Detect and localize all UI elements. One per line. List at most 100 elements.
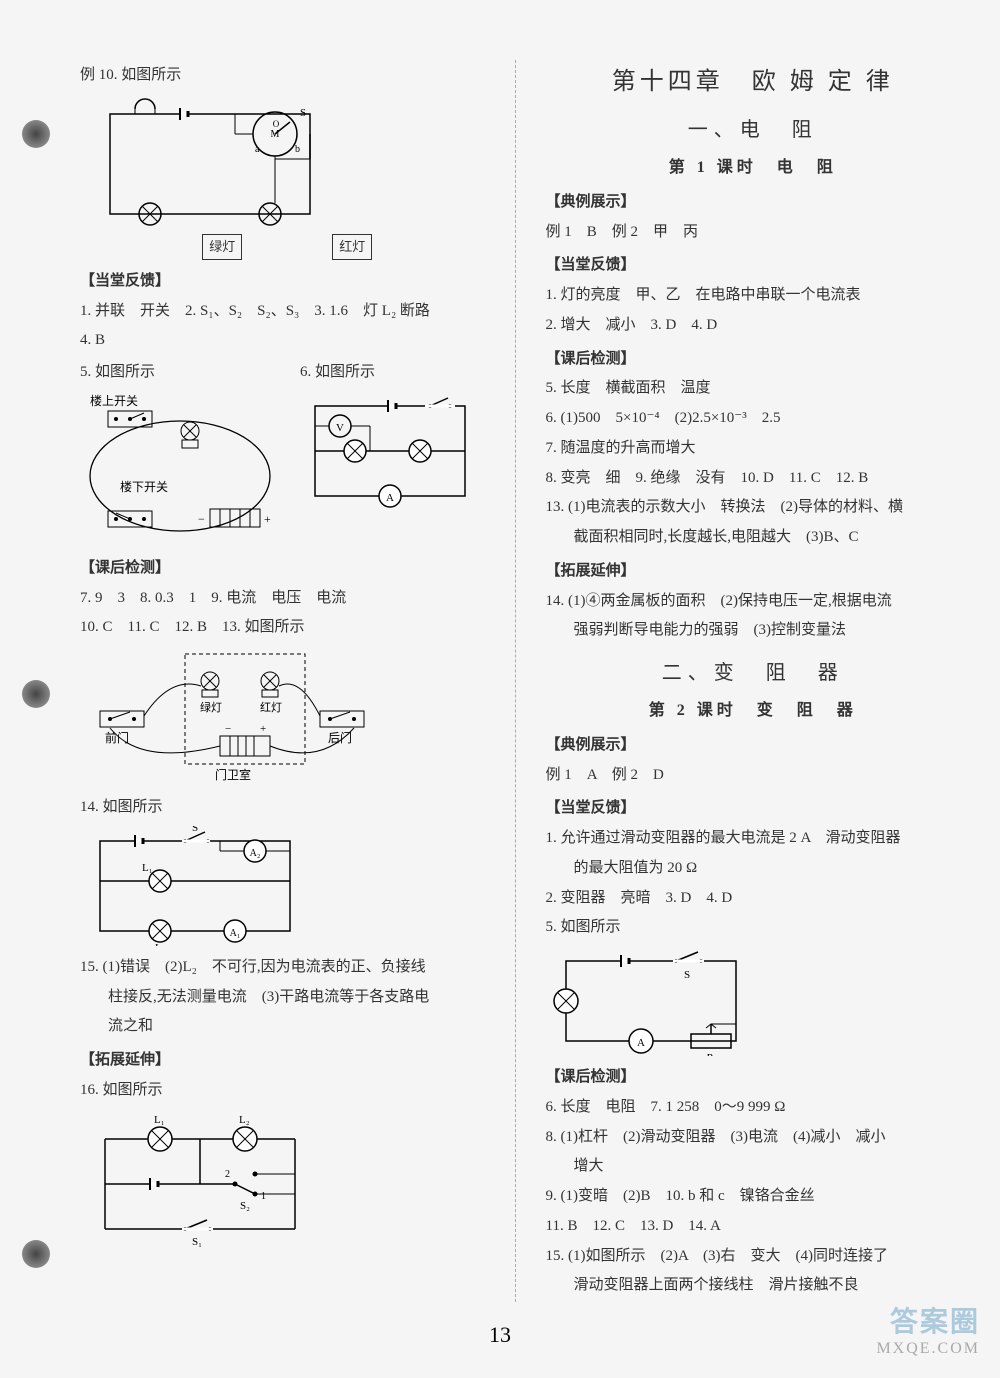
answer-line: 4. B	[80, 327, 495, 355]
heading-example: 【典例展示】	[546, 189, 961, 217]
binder-hole	[22, 1240, 50, 1268]
figure-6: L₁ L₂ 2 S₂ 1	[80, 1109, 495, 1249]
answer-line: 10. C 11. C 12. B 13. 如图所示	[80, 614, 495, 642]
answer-line: 8. (1)杠杆 (2)滑动变阻器 (3)电流 (4)减小 减小	[546, 1124, 961, 1152]
heading-extension: 【拓展延伸】	[546, 558, 961, 586]
answer-line: 14. (1)④两金属板的面积 (2)保持电压一定,根据电流	[546, 588, 961, 616]
heading-classroom: 【当堂反馈】	[80, 268, 495, 296]
label-red: 红灯	[332, 234, 372, 260]
figure-4: 绿灯 红灯 −+ 前门 后门 门	[80, 646, 495, 786]
svg-text:O: O	[273, 119, 280, 129]
svg-text:A: A	[637, 1037, 645, 1049]
svg-text:S: S	[192, 826, 198, 834]
answer-line: 例 1 B 例 2 甲 丙	[546, 219, 961, 247]
right-column: 第十四章 欧 姆 定 律 一、电 阻 第 1 课时 电 阻 【典例展示】 例 1…	[536, 60, 961, 1302]
answer-line: 截面积相同时,长度越长,电阻越大 (3)B、C	[546, 524, 961, 552]
svg-text:L₂: L₂	[155, 942, 166, 946]
figure-7: S A R	[546, 946, 961, 1056]
svg-text:b: b	[295, 144, 300, 155]
page-number: 13	[489, 1322, 511, 1348]
watermark-url: MXQE.COM	[876, 1340, 980, 1358]
svg-text:−: −	[198, 512, 205, 526]
binder-hole	[22, 680, 50, 708]
svg-text:S: S	[300, 107, 306, 119]
svg-text:L₁: L₁	[142, 862, 153, 874]
binder-hole	[22, 120, 50, 148]
svg-text:红灯: 红灯	[260, 701, 282, 714]
lesson-2-title: 第 2 课时 变 阻 器	[546, 696, 961, 726]
watermark: 答案圈 MXQE.COM	[876, 1300, 980, 1358]
answer-line: 的最大阻值为 20 Ω	[546, 855, 961, 883]
answer-line: 7. 9 3 8. 0.3 1 9. 电流 电压 电流	[80, 585, 495, 613]
answer-line: 5. 如图所示	[80, 359, 280, 387]
heading-homework: 【课后检测】	[80, 555, 495, 583]
figure-1: M O a b S 绿灯 红灯	[80, 94, 495, 260]
svg-text:2: 2	[225, 1169, 230, 1180]
answer-line: 14. 如图所示	[80, 794, 495, 822]
svg-text:S: S	[684, 969, 690, 981]
answer-line: 6. 长度 电阻 7. 1 258 0～9 999 Ω	[546, 1094, 961, 1122]
answer-line: 15. (1)如图所示 (2)A (3)右 变大 (4)同时连接了	[546, 1243, 961, 1271]
page-content: 例 10. 如图所示 M O a b S	[80, 60, 960, 1302]
svg-text:S₂: S₂	[240, 1200, 250, 1212]
answer-line: 16. 如图所示	[80, 1077, 495, 1105]
answer-line: 2. 变阻器 亮暗 3. D 4. D	[546, 885, 961, 913]
answer-line: 增大	[546, 1153, 961, 1181]
label-green: 绿灯	[202, 234, 242, 260]
answer-line: 1. 灯的亮度 甲、乙 在电路中串联一个电流表	[546, 282, 961, 310]
answer-line: 15. (1)错误 (2)L₂ 不可行,因为电流表的正、负接线	[80, 954, 495, 982]
svg-text:a: a	[255, 144, 260, 155]
answer-line: 2. 增大 减小 3. D 4. D	[546, 312, 961, 340]
left-column: 例 10. 如图所示 M O a b S	[80, 60, 516, 1302]
svg-text:M: M	[271, 129, 280, 140]
watermark-main: 答案圈	[876, 1300, 980, 1340]
svg-text:A: A	[386, 492, 394, 504]
answer-line: 柱接反,无法测量电流 (3)干路电流等于各支路电	[80, 984, 495, 1012]
example-10: 例 10. 如图所示	[80, 62, 495, 90]
section-2-title: 二、变 阻 器	[546, 655, 961, 692]
heading-extension: 【拓展延伸】	[80, 1047, 495, 1075]
svg-text:R: R	[705, 1052, 713, 1056]
answer-line: 滑动变阻器上面两个接线柱 滑片接触不良	[546, 1272, 961, 1300]
answer-line: 1. 允许通过滑动变阻器的最大电流是 2 A 滑动变阻器	[546, 825, 961, 853]
svg-text:楼上开关: 楼上开关	[90, 393, 138, 408]
answer-line: 6. 如图所示	[300, 359, 495, 387]
svg-text:L₁: L₁	[154, 1114, 165, 1126]
figure-3: V A	[300, 391, 495, 511]
lesson-1-title: 第 1 课时 电 阻	[546, 153, 961, 183]
section-1-title: 一、电 阻	[546, 112, 961, 149]
svg-text:前门: 前门	[105, 730, 129, 745]
svg-text:−: −	[225, 723, 231, 735]
answer-line: 8. 变亮 细 9. 绝缘 没有 10. D 11. C 12. B	[546, 465, 961, 493]
svg-text:绿灯: 绿灯	[200, 700, 222, 714]
svg-text:A₁: A₁	[230, 928, 241, 939]
answer-line: 11. B 12. C 13. D 14. A	[546, 1213, 961, 1241]
answer-line: 强弱判断导电能力的强弱 (3)控制变量法	[546, 617, 961, 645]
answer-line: 13. (1)电流表的示数大小 转换法 (2)导体的材料、横	[546, 494, 961, 522]
answer-line: 例 1 A 例 2 D	[546, 762, 961, 790]
figure-2: 楼上开关 楼下开关	[80, 391, 280, 541]
answer-line: 流之和	[80, 1013, 495, 1041]
answer-line: 5. 如图所示	[546, 914, 961, 942]
heading-homework: 【课后检测】	[546, 1064, 961, 1092]
svg-text:L₂: L₂	[239, 1114, 250, 1126]
svg-text:+: +	[264, 512, 271, 526]
svg-text:1: 1	[261, 1191, 266, 1202]
svg-text:楼下开关: 楼下开关	[120, 479, 168, 494]
svg-text:门卫室: 门卫室	[215, 767, 251, 782]
svg-text:后门: 后门	[328, 730, 352, 745]
heading-homework: 【课后检测】	[546, 346, 961, 374]
svg-text:+: +	[260, 723, 266, 735]
answer-line: 5. 长度 横截面积 温度	[546, 375, 961, 403]
heading-classroom: 【当堂反馈】	[546, 795, 961, 823]
heading-example: 【典例展示】	[546, 732, 961, 760]
answer-line: 6. (1)500 5×10⁻⁴ (2)2.5×10⁻³ 2.5	[546, 405, 961, 433]
chapter-title: 第十四章 欧 姆 定 律	[546, 60, 961, 104]
figure-5: S A₂ L₁ L₂ A₁	[80, 826, 495, 946]
answer-line: 1. 并联 开关 2. S₁、S₂ S₂、S₃ 3. 1.6 灯 L₂ 断路	[80, 298, 495, 326]
svg-text:S₁: S₁	[192, 1236, 202, 1248]
answer-line: 7. 随温度的升高而增大	[546, 435, 961, 463]
heading-classroom: 【当堂反馈】	[546, 252, 961, 280]
svg-text:A₂: A₂	[250, 848, 261, 859]
svg-text:V: V	[336, 422, 344, 434]
